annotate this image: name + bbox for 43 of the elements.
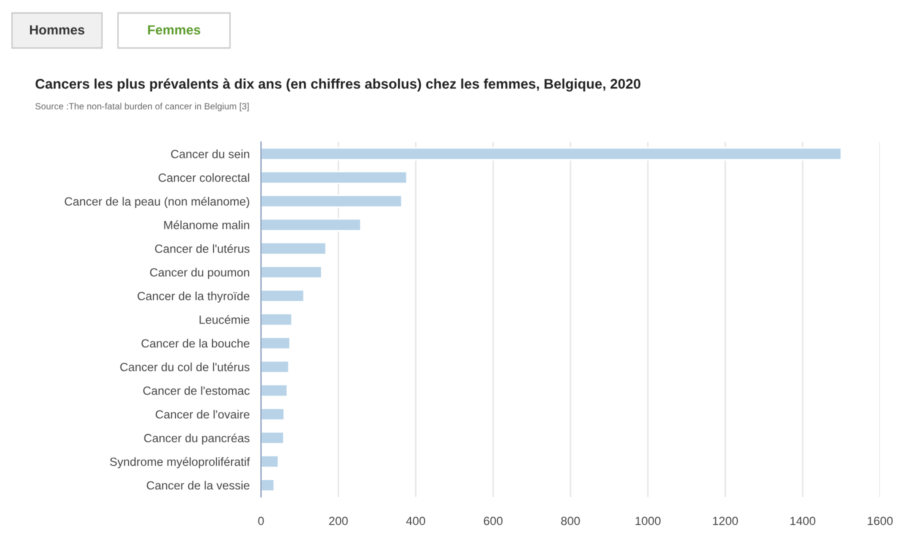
x-tick-label: 400 xyxy=(406,516,426,526)
y-tick-label: Cancer du sein xyxy=(171,150,250,158)
source-note: Source :The non-fatal burden of cancer in Belgium [3] xyxy=(35,102,249,112)
y-tick-label: Mélanome malin xyxy=(164,220,250,230)
y-tick-label: Cancer de l'ovaire xyxy=(156,410,250,419)
bar xyxy=(261,242,327,256)
x-tick-label: 1400 xyxy=(790,516,816,526)
bar xyxy=(261,408,285,421)
y-tick-label: Cancer de l'utérus xyxy=(155,244,250,253)
text: Femmes xyxy=(148,25,200,35)
y-tick-label: Leucémie xyxy=(200,315,250,324)
bar xyxy=(261,478,275,492)
y-tick-label: Cancer de la vessie xyxy=(146,480,250,490)
bar xyxy=(261,360,290,374)
y-tick-label: Cancer du poumon xyxy=(150,268,250,279)
text: Hommes xyxy=(30,25,84,35)
y-tick-label: Cancer de la bouche xyxy=(142,338,250,348)
bar xyxy=(261,289,305,302)
bar xyxy=(261,312,293,326)
x-tick-label: 800 xyxy=(561,516,580,526)
y-tick-label: Cancer de la peau (non mélanome) xyxy=(64,196,250,208)
chart-title: Cancers les plus prévalents à dix ans (en chiffres absolus) chez les femmes, Belgique, 2020 xyxy=(36,78,640,92)
y-tick-label: Cancer du pancréas xyxy=(144,433,250,445)
bar xyxy=(261,147,842,160)
bar xyxy=(261,218,362,232)
y-tick-label: Cancer de la thyroïde xyxy=(138,292,250,303)
y-tick-label: Cancer de l'estomac xyxy=(143,386,250,395)
bar xyxy=(261,384,288,398)
bar xyxy=(261,266,322,279)
x-tick-label: 1000 xyxy=(636,516,661,526)
y-tick-label: Syndrome myéloprolifératif xyxy=(110,457,250,468)
bar xyxy=(261,336,291,350)
x-tick-label: 600 xyxy=(484,516,503,526)
bar xyxy=(261,454,280,468)
bar xyxy=(261,170,408,184)
x-tick-label: 1200 xyxy=(713,516,738,526)
bar xyxy=(261,431,285,444)
y-tick-label: Cancer colorectal xyxy=(158,173,250,182)
x-tick-label: 0 xyxy=(258,516,264,526)
x-tick-label: 200 xyxy=(329,516,348,526)
x-tick-label: 1600 xyxy=(868,516,893,526)
bar xyxy=(261,194,403,208)
y-tick-label: Cancer du col de l'utérus xyxy=(120,362,250,372)
